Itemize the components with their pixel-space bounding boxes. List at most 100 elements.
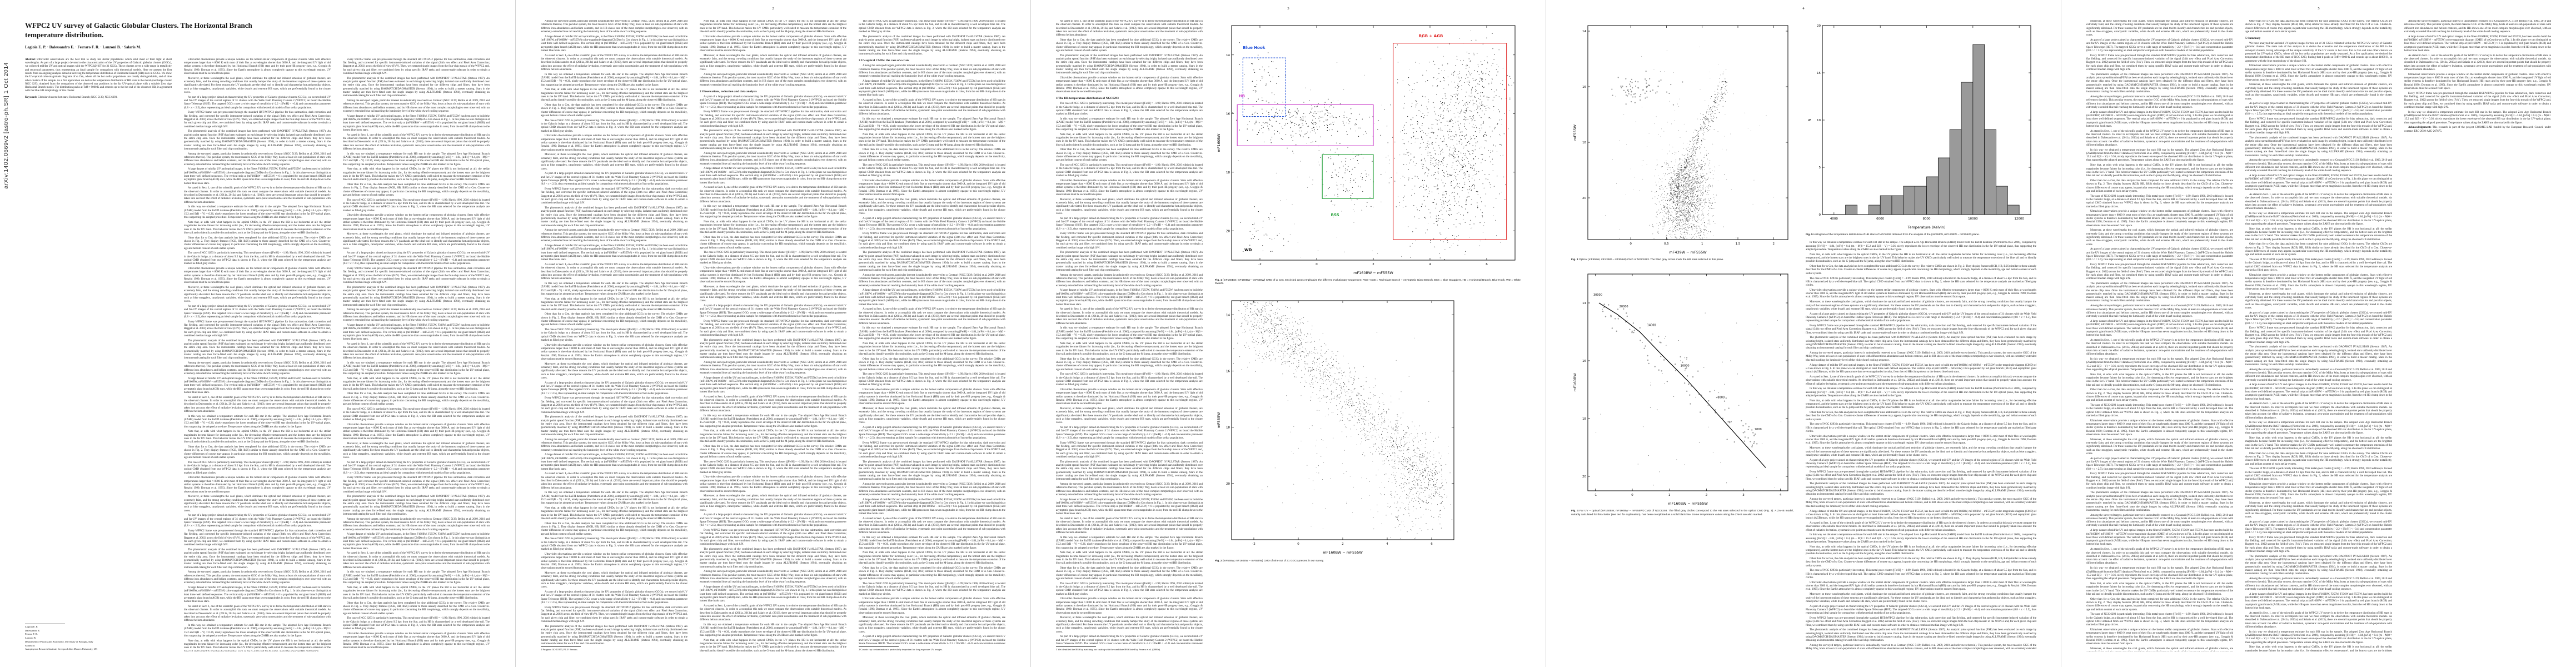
paragraph: Ultraviolet observations provide a uniqu… xyxy=(859,179,1005,196)
paragraph: The case of NGC 6293 is particularly int… xyxy=(2086,404,2233,417)
paragraph: Among the surveyed targets, particular i… xyxy=(1806,644,2036,651)
paragraph: Other than for ω Cen, the data analysis … xyxy=(541,104,687,117)
paragraph: Moreover, at these wavelengths the cool … xyxy=(700,286,846,303)
svg-text:18: 18 xyxy=(1226,426,1230,429)
paragraph: Note that, at odds with what happens in … xyxy=(184,221,331,235)
paragraph: As stated in Sect. 1, one of the scienti… xyxy=(2245,402,2392,420)
affiliation-line: Lanzoni B. xyxy=(25,636,36,639)
svg-text:14: 14 xyxy=(1582,30,1586,33)
paragraph: The case of NGC 6293 is particularly int… xyxy=(343,408,490,421)
paragraph: Every WFPC2 frame was pre-processed thro… xyxy=(700,111,846,128)
paragraph: As stated in Sect. 1, one of the scienti… xyxy=(2404,54,2551,71)
paragraph: Ultraviolet observations provide a uniqu… xyxy=(343,633,490,650)
paragraph: Ultraviolet observations provide a uniqu… xyxy=(700,267,846,284)
paragraph: Other than for ω Cen, the data analysis … xyxy=(1806,411,2036,421)
paragraph: Every WFPC2 frame was pre-processed thro… xyxy=(2086,472,2233,490)
affiliation-line: Dalessandro E. xyxy=(25,629,41,632)
paragraph: As stated in Sect. 1, one of the scienti… xyxy=(541,54,687,71)
column-abstract: Abstract Ultraviolet observations are th… xyxy=(25,58,172,651)
paragraph: The case of NGC 6293 is particularly int… xyxy=(859,164,1005,177)
svg-text:4: 4 xyxy=(1386,542,1388,546)
text-column: Among the surveyed targets, particular i… xyxy=(2404,20,2551,651)
paragraph: As stated in Sect. 1, one of the scienti… xyxy=(2086,130,2233,147)
abstract-label: Abstract xyxy=(25,58,36,61)
paragraph: The case of NGC 6293 is particularly int… xyxy=(2245,258,2392,272)
paragraph: The case of NGC 6293 is particularly int… xyxy=(859,20,1005,33)
paragraph: As stated in Sect. 1, one of the scienti… xyxy=(343,343,490,360)
paragraph: Ultraviolet observations provide a uniqu… xyxy=(859,389,1005,406)
paragraph: As stated in Sect. 1, one of the scienti… xyxy=(541,263,687,281)
paragraph: Other than for ω Cen, the data analysis … xyxy=(343,183,490,197)
paragraph: In this way we obtained a temperature es… xyxy=(184,206,331,220)
paragraph: As part of a large project aimed at char… xyxy=(184,305,331,318)
paragraph: As stated in Sect. 1, one of the scienti… xyxy=(184,396,331,413)
paragraph: The photometric analysis of the combined… xyxy=(700,339,846,360)
paragraph: Moreover, at these wavelengths the cool … xyxy=(2086,20,2233,37)
paragraph: As stated in Sect. 1, one of the scienti… xyxy=(541,472,687,490)
paragraph: In this way we obtained a temperature es… xyxy=(541,491,687,505)
paragraph: The case of NGC 6293 is particularly int… xyxy=(1056,164,1203,177)
paragraph: The case of NGC 6293 is particularly int… xyxy=(343,617,490,631)
svg-text:18: 18 xyxy=(1582,141,1586,145)
svg-text:20: 20 xyxy=(1226,230,1230,233)
paragraph: As part of a large project aimed at char… xyxy=(859,426,1005,440)
paragraph: As stated in Sect. 1, one of the scienti… xyxy=(1806,521,2036,532)
paragraph: A large dataset of mid/far UV and optica… xyxy=(343,533,490,550)
paragraph: Every WFPC2 frame was pre-processed thro… xyxy=(2245,118,2392,135)
paragraph: Among the surveyed targets, particular i… xyxy=(1056,483,1203,496)
paragraph: Moreover, at these wavelengths the cool … xyxy=(541,153,687,171)
text-column: In this way we obtained a temperature es… xyxy=(1806,241,2036,651)
svg-text:mF555W: mF555W xyxy=(1217,412,1221,428)
paragraph: Other than for ω Cen, the data analysis … xyxy=(2245,243,2392,257)
paragraph: Moreover, at these wavelengths the cool … xyxy=(184,77,331,94)
paragraph: Ultraviolet observations provide a uniqu… xyxy=(2245,483,2392,500)
paragraph: Every WFPC2 frame was pre-processed thro… xyxy=(700,320,846,337)
paragraph: Ultraviolet observations provide a uniqu… xyxy=(1056,598,1203,615)
svg-text:HB: HB xyxy=(1239,94,1245,98)
paragraph: Among the surveyed targets, particular i… xyxy=(541,20,687,33)
paragraph: Among the surveyed targets, particular i… xyxy=(184,152,331,166)
svg-text:Blue Hook: Blue Hook xyxy=(1243,46,1265,50)
paragraph: As stated in Sect. 1, one of the scienti… xyxy=(2245,611,2392,629)
footnote: 2 Cosmic ray contamination is particular… xyxy=(859,646,1005,651)
paragraph: As stated in Sect. 1, one of the scienti… xyxy=(2086,339,2233,356)
paragraph: Other than for ω Cen, the data analysis … xyxy=(1806,558,2036,568)
figure-2-cmd-nine-ggcs: -2 0 2 4 6 14 16 18 20 mF160BW − mF555W mF555W xyxy=(1215,295,1459,556)
paragraph: Moreover, at these wavelengths the cool … xyxy=(343,233,490,250)
paragraph: Note that, at odds with what happens in … xyxy=(541,88,687,102)
paragraph: The case of NGC 6293 is particularly int… xyxy=(1056,582,1203,596)
affiliation-line: Salaris M. xyxy=(25,644,36,647)
figure-5-caption: Fig. 5 Histogram of the temperature dist… xyxy=(1806,233,2036,237)
paragraph: A large dataset of mid/far UV and optica… xyxy=(1806,364,2036,374)
svg-text:6: 6 xyxy=(1431,542,1433,546)
paragraph: Among the surveyed targets, particular i… xyxy=(1806,352,2036,362)
paragraph: Acknowledgements This research is part o… xyxy=(2404,126,2551,133)
paragraph: Moreover, at these wavelengths the cool … xyxy=(1056,407,1203,425)
text-column: Ultraviolet observations provide a uniqu… xyxy=(184,58,331,651)
svg-text:0: 0 xyxy=(1297,542,1299,546)
paragraph: Other than for ω Cen, the data analysis … xyxy=(2086,389,2233,402)
paragraph: A large dataset of mid/far UV and optica… xyxy=(2086,529,2233,546)
figure-5-caption-text: Histogram of the temperature distributio… xyxy=(1813,233,1980,236)
paragraph: Ultraviolet observations provide a uniqu… xyxy=(1056,179,1203,196)
paragraph: Every WFPC2 frame was pre-processed thro… xyxy=(1806,325,2036,335)
paragraph: The photometric analysis of the combined… xyxy=(184,549,331,569)
paragraph: The photometric analysis of the combined… xyxy=(184,130,331,151)
paragraph: In this way we obtained a temperature es… xyxy=(343,362,490,375)
paragraph: The case of NGC 6293 is particularly int… xyxy=(1806,569,2036,580)
paragraph: Moreover, at these wavelengths the cool … xyxy=(2245,502,2392,519)
paragraph: Note that, at odds with what happens in … xyxy=(2245,227,2392,241)
paragraph: Other than for ω Cen, the data analysis … xyxy=(343,392,490,406)
paragraph: The photometric analysis of the combined… xyxy=(541,416,687,436)
paragraph: A large dataset of mid/far UV and optica… xyxy=(1056,498,1203,515)
paragraph: Other than for ω Cen, the data analysis … xyxy=(1056,567,1203,580)
paragraph: As stated in Sect. 1, one of the scienti… xyxy=(700,395,846,412)
paragraph: Ultraviolet observations provide a uniqu… xyxy=(343,423,490,440)
paragraph: In this way we obtained a temperature es… xyxy=(2086,357,2233,371)
paragraph: Ultraviolet observations provide a uniqu… xyxy=(184,476,331,494)
paragraph: A large dataset of mid/far UV and optica… xyxy=(859,80,1005,97)
paragraph: Moreover, at these wavelengths the cool … xyxy=(1806,301,2036,311)
paragraph: As stated in Sect. 1, one of the scienti… xyxy=(1056,517,1203,534)
footnote-text: 2 Cosmic ray contamination is particular… xyxy=(859,648,943,651)
abstract-block: Abstract Ultraviolet observations are th… xyxy=(25,58,172,102)
